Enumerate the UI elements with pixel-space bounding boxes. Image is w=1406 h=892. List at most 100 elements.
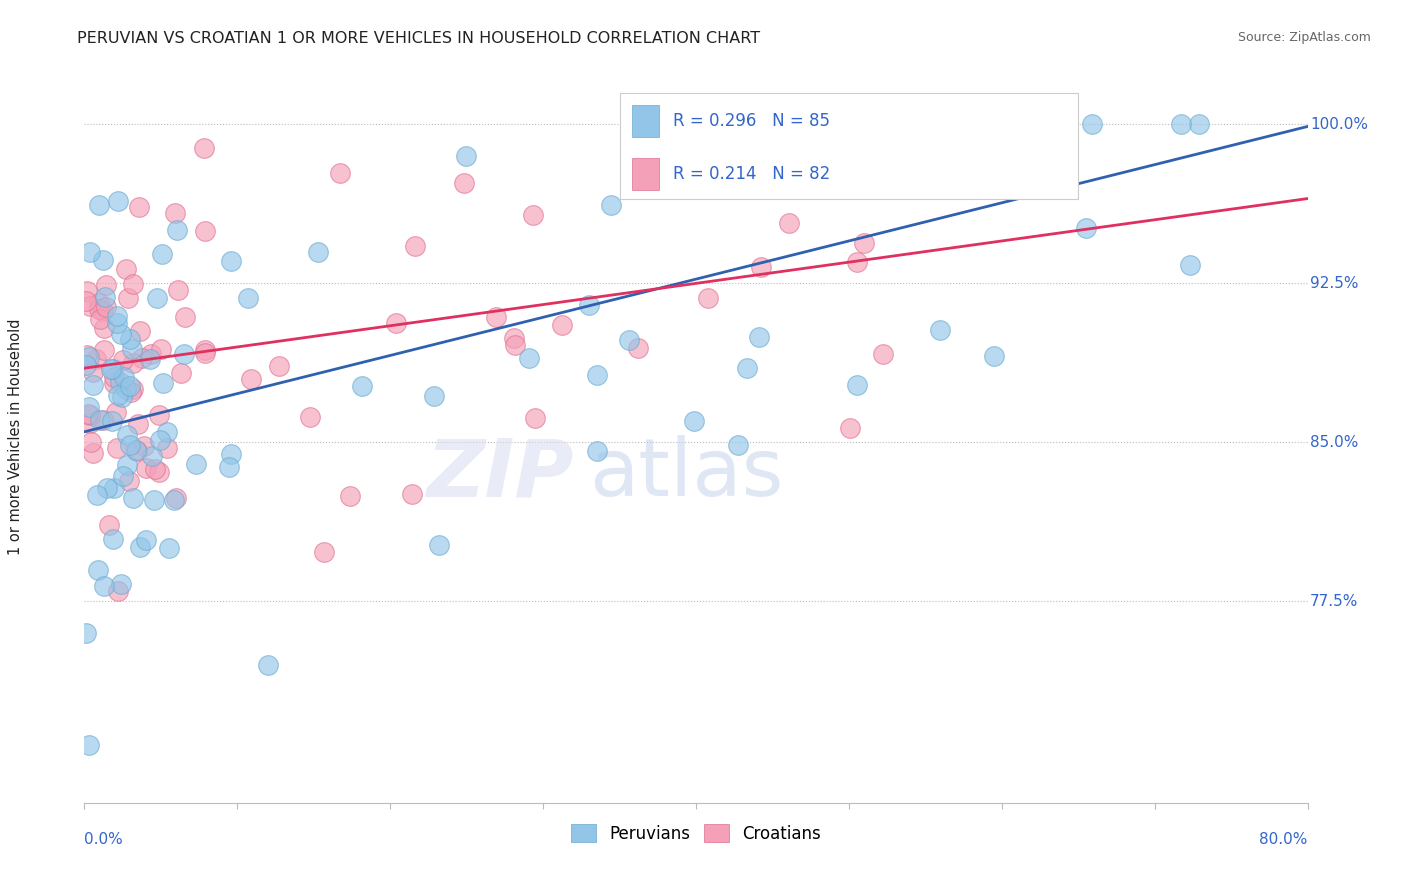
Point bbox=[105, 309, 128, 323]
Point bbox=[129, 324, 152, 338]
Text: R = 0.296   N = 85: R = 0.296 N = 85 bbox=[673, 112, 830, 130]
Point bbox=[519, 351, 541, 366]
Point bbox=[148, 465, 170, 479]
Point bbox=[453, 176, 475, 190]
Point bbox=[122, 491, 145, 505]
Point bbox=[749, 260, 772, 274]
Point bbox=[427, 537, 450, 551]
FancyBboxPatch shape bbox=[620, 93, 1078, 199]
Text: ZIP: ZIP bbox=[426, 435, 574, 513]
Point bbox=[122, 382, 145, 396]
Point bbox=[617, 333, 640, 347]
Text: 1 or more Vehicles in Household: 1 or more Vehicles in Household bbox=[8, 318, 22, 556]
Point bbox=[127, 417, 149, 431]
Point bbox=[82, 445, 104, 459]
Point bbox=[101, 532, 124, 546]
Point bbox=[502, 331, 524, 345]
Point bbox=[79, 409, 101, 423]
Text: 80.0%: 80.0% bbox=[1260, 832, 1308, 847]
Point bbox=[79, 244, 101, 259]
Point bbox=[148, 408, 170, 422]
Point bbox=[454, 149, 477, 163]
Point bbox=[94, 290, 117, 304]
Point bbox=[75, 626, 97, 640]
Point bbox=[236, 291, 259, 305]
Point bbox=[156, 425, 179, 439]
Point bbox=[101, 361, 124, 376]
Point bbox=[838, 421, 860, 435]
Point bbox=[139, 351, 162, 366]
Point bbox=[872, 346, 894, 360]
Point bbox=[77, 400, 100, 414]
Point bbox=[112, 370, 135, 384]
Point bbox=[586, 368, 609, 383]
Point bbox=[256, 658, 278, 673]
Point bbox=[131, 351, 153, 366]
Point bbox=[105, 316, 128, 330]
Point bbox=[1014, 125, 1036, 139]
Point bbox=[267, 359, 290, 374]
Point bbox=[105, 441, 128, 455]
Point bbox=[143, 462, 166, 476]
Point bbox=[149, 433, 172, 447]
Point bbox=[152, 376, 174, 390]
Point bbox=[115, 458, 138, 472]
Point bbox=[122, 277, 145, 292]
Point bbox=[696, 291, 718, 305]
Point bbox=[125, 442, 148, 457]
Point bbox=[852, 235, 875, 250]
Point bbox=[550, 318, 572, 332]
Point bbox=[132, 439, 155, 453]
Point bbox=[117, 474, 139, 488]
Point bbox=[129, 540, 152, 554]
Point bbox=[150, 247, 173, 261]
Point bbox=[239, 372, 262, 386]
Legend: Peruvians, Croatians: Peruvians, Croatians bbox=[564, 818, 828, 849]
Point bbox=[91, 303, 114, 318]
Point bbox=[846, 255, 869, 269]
Point bbox=[141, 449, 163, 463]
Text: 92.5%: 92.5% bbox=[1310, 276, 1358, 291]
Point bbox=[108, 375, 131, 389]
Point bbox=[149, 342, 172, 356]
Point bbox=[778, 216, 800, 230]
Bar bbox=[631, 105, 659, 137]
Bar bbox=[631, 158, 659, 190]
Point bbox=[111, 390, 134, 404]
Point bbox=[96, 481, 118, 495]
Text: atlas: atlas bbox=[589, 435, 783, 513]
Point bbox=[117, 291, 139, 305]
Point bbox=[890, 117, 912, 131]
Point bbox=[76, 407, 98, 421]
Text: R = 0.214   N = 82: R = 0.214 N = 82 bbox=[673, 165, 831, 183]
Point bbox=[714, 117, 737, 131]
Text: 77.5%: 77.5% bbox=[1310, 594, 1358, 609]
Point bbox=[298, 410, 321, 425]
Point bbox=[77, 350, 100, 364]
Point bbox=[82, 378, 104, 392]
Point bbox=[79, 299, 101, 313]
Point bbox=[80, 434, 103, 449]
Point bbox=[118, 332, 141, 346]
Text: 0.0%: 0.0% bbox=[84, 832, 124, 847]
Point bbox=[165, 491, 187, 505]
Text: 100.0%: 100.0% bbox=[1310, 117, 1368, 132]
Point bbox=[312, 544, 335, 558]
Point bbox=[221, 447, 243, 461]
Point bbox=[522, 208, 544, 222]
Point bbox=[194, 343, 217, 358]
Point bbox=[1033, 169, 1056, 184]
Point bbox=[184, 458, 207, 472]
Point bbox=[96, 300, 118, 314]
Text: Source: ZipAtlas.com: Source: ZipAtlas.com bbox=[1237, 31, 1371, 45]
Point bbox=[173, 347, 195, 361]
Point bbox=[157, 541, 180, 555]
Point bbox=[118, 378, 141, 392]
Point bbox=[218, 460, 240, 475]
Point bbox=[423, 388, 446, 402]
Point bbox=[307, 245, 329, 260]
Point bbox=[503, 338, 526, 352]
Point bbox=[586, 444, 609, 458]
Point bbox=[75, 359, 97, 373]
Point bbox=[135, 461, 157, 475]
